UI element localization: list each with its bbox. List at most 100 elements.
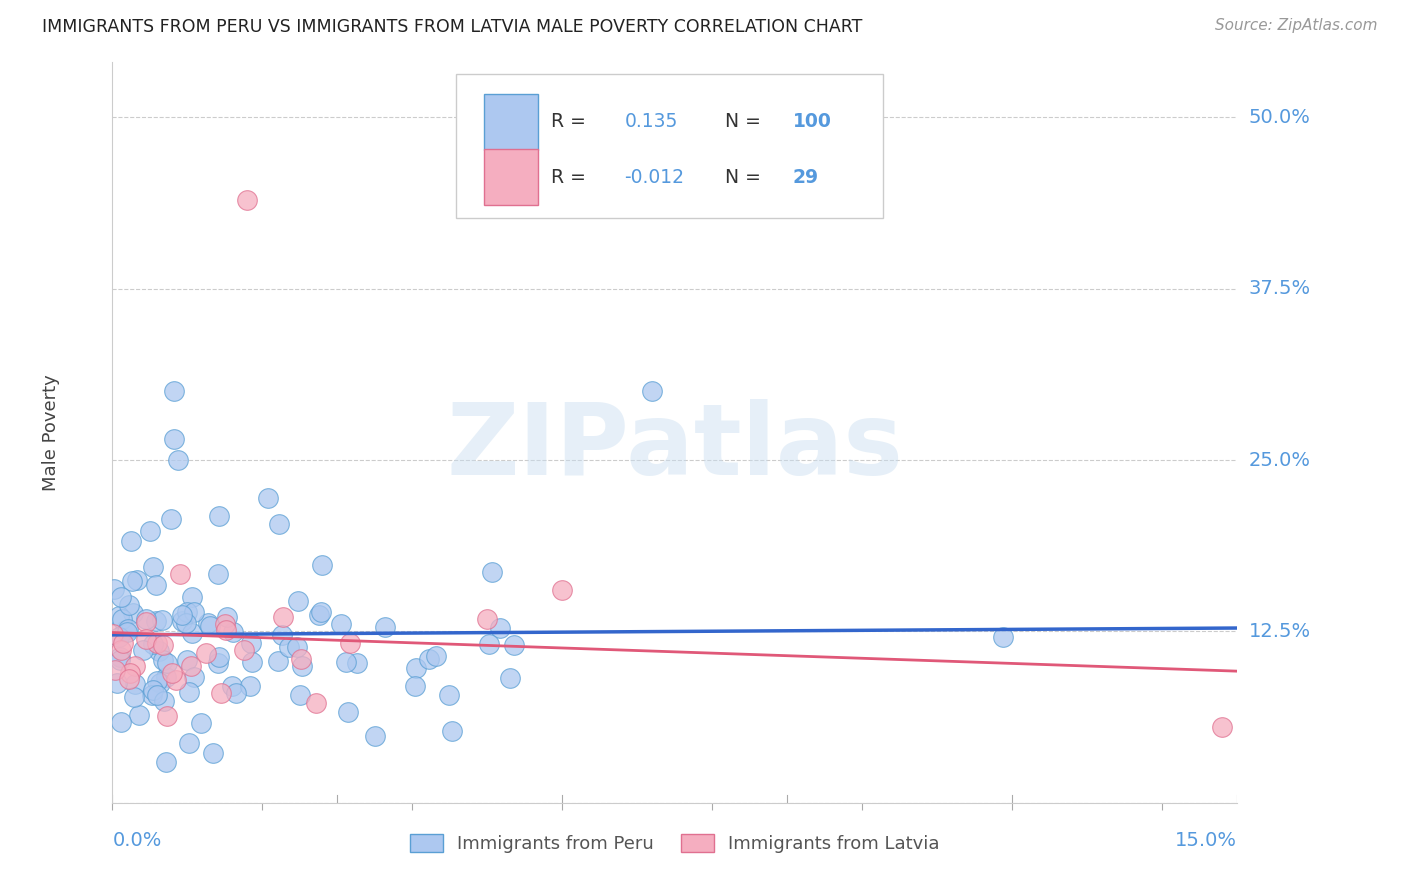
Point: [117, 598, 139, 612]
Point: [120, 534, 142, 549]
Point: [121, 607, 143, 621]
Point: [440, 724, 463, 739]
Point: [162, 384, 184, 399]
Text: 15.0%: 15.0%: [1175, 830, 1237, 849]
Point: [108, 653, 131, 667]
Point: [207, 657, 229, 671]
Point: [180, 591, 202, 605]
Point: [153, 694, 176, 708]
Point: [290, 689, 312, 703]
Point: [156, 709, 179, 723]
Point: [217, 609, 239, 624]
Point: [287, 593, 309, 607]
Text: -0.012: -0.012: [624, 168, 685, 186]
Point: [108, 609, 131, 624]
Point: [1211, 720, 1233, 734]
Point: [110, 590, 132, 604]
Point: [239, 678, 262, 692]
Point: [214, 616, 236, 631]
Text: 12.5%: 12.5%: [1249, 622, 1310, 641]
Point: [128, 708, 150, 723]
FancyBboxPatch shape: [484, 149, 537, 205]
Point: [145, 636, 167, 650]
Text: N =: N =: [725, 168, 762, 186]
Point: [198, 619, 221, 633]
Point: [167, 453, 190, 467]
Point: [477, 612, 499, 626]
Point: [181, 626, 204, 640]
Point: [152, 638, 174, 652]
Point: [285, 640, 308, 654]
Point: [152, 653, 174, 667]
Point: [305, 696, 328, 710]
Point: [146, 688, 169, 702]
Point: [437, 688, 460, 702]
Point: [273, 609, 295, 624]
Point: [110, 650, 132, 665]
Point: [183, 605, 205, 619]
Point: [124, 659, 146, 673]
Point: [499, 671, 522, 685]
Point: [127, 574, 149, 588]
Point: [163, 433, 186, 447]
Point: [169, 566, 191, 581]
Point: [311, 558, 333, 573]
Point: [170, 614, 193, 628]
Point: [111, 612, 134, 626]
Point: [221, 624, 243, 639]
Point: [269, 517, 291, 532]
Text: 100: 100: [793, 112, 832, 131]
Point: [207, 567, 229, 582]
Point: [232, 643, 254, 657]
Point: [107, 676, 129, 690]
Text: 37.5%: 37.5%: [1249, 279, 1310, 298]
Point: [330, 617, 353, 632]
Point: [103, 582, 125, 597]
Point: [155, 670, 177, 684]
Point: [141, 688, 163, 702]
Point: [236, 193, 259, 207]
Point: [478, 637, 501, 651]
FancyBboxPatch shape: [484, 94, 537, 150]
Point: [108, 630, 131, 644]
Point: [135, 612, 157, 626]
Point: [266, 655, 288, 669]
Point: [142, 637, 165, 651]
Point: [209, 686, 232, 700]
Point: [240, 655, 263, 669]
Point: [177, 684, 200, 698]
Point: [418, 652, 440, 666]
Point: [197, 615, 219, 630]
Point: [176, 605, 198, 619]
Text: 25.0%: 25.0%: [1249, 450, 1310, 469]
Text: R =: R =: [551, 112, 586, 131]
Point: [503, 639, 526, 653]
Point: [202, 746, 225, 760]
Point: [124, 677, 146, 691]
Point: [103, 627, 125, 641]
Point: [148, 643, 170, 657]
Point: [180, 659, 202, 673]
Point: [335, 655, 357, 669]
Point: [110, 714, 132, 729]
Text: 50.0%: 50.0%: [1249, 108, 1310, 127]
Point: [481, 565, 503, 579]
Point: [179, 736, 201, 750]
Point: [122, 690, 145, 705]
Point: [155, 755, 177, 769]
Point: [142, 683, 165, 698]
Point: [115, 625, 138, 640]
Point: [277, 640, 299, 655]
Point: [641, 384, 664, 399]
Point: [337, 705, 360, 719]
Point: [121, 574, 143, 589]
Point: [489, 621, 512, 635]
Point: [104, 663, 127, 677]
Point: [149, 675, 172, 690]
Point: [162, 666, 184, 681]
Point: [257, 491, 280, 505]
Legend: Immigrants from Peru, Immigrants from Latvia: Immigrants from Peru, Immigrants from La…: [404, 827, 946, 861]
FancyBboxPatch shape: [456, 73, 883, 218]
Point: [114, 623, 136, 637]
Point: [291, 658, 314, 673]
